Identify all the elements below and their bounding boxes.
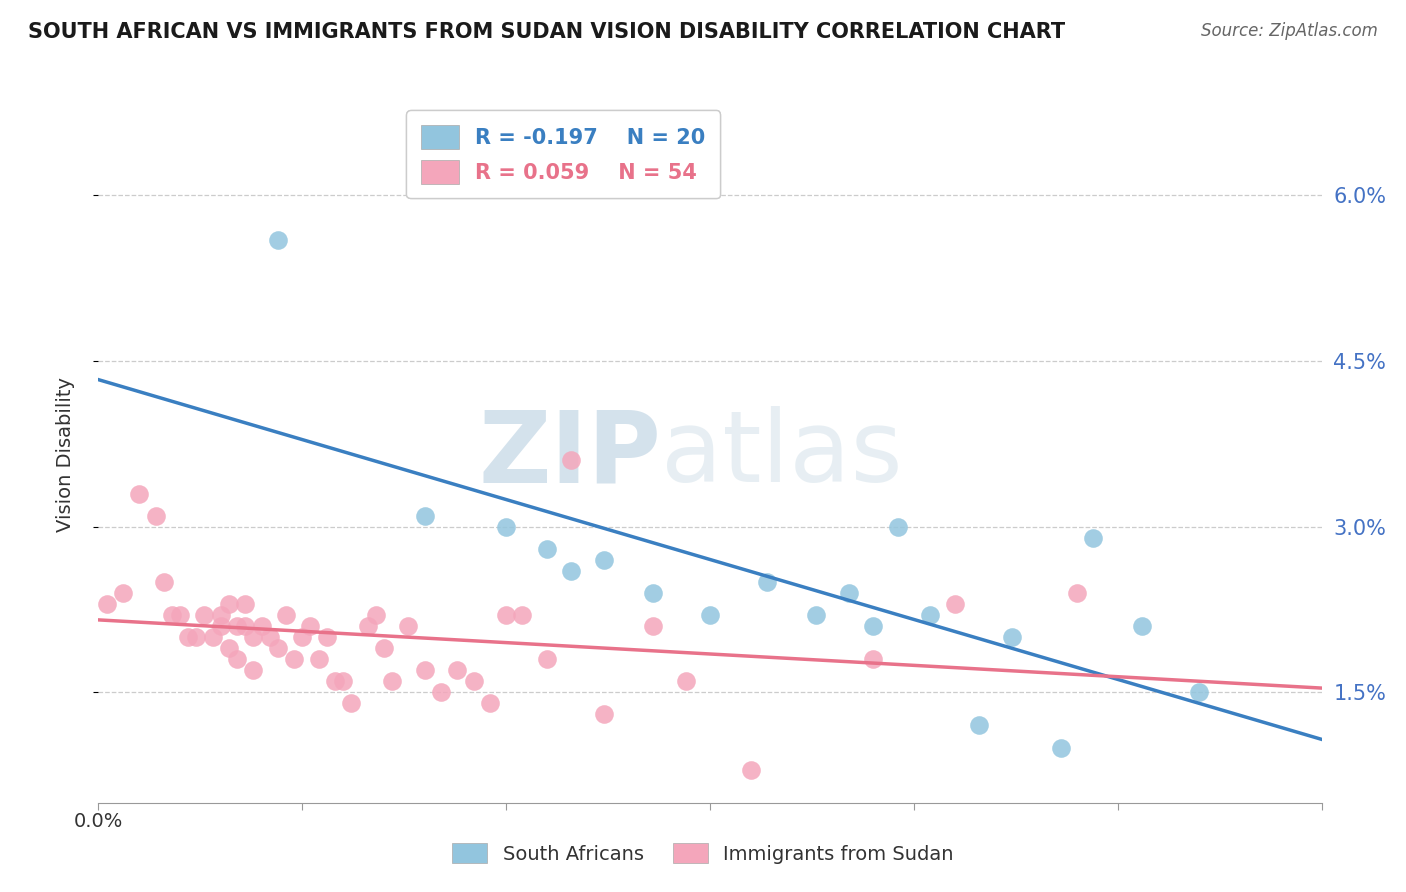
- Point: [495, 519, 517, 533]
- Point: [299, 619, 322, 633]
- Point: [1001, 630, 1024, 644]
- Point: [226, 652, 249, 666]
- Point: [699, 608, 721, 623]
- Point: [430, 685, 453, 699]
- Point: [396, 619, 419, 633]
- Point: [560, 453, 582, 467]
- Point: [593, 707, 616, 722]
- Point: [862, 619, 884, 633]
- Point: [193, 608, 215, 623]
- Point: [283, 652, 305, 666]
- Point: [641, 586, 664, 600]
- Point: [1049, 740, 1071, 755]
- Point: [340, 697, 363, 711]
- Point: [267, 233, 290, 247]
- Text: Source: ZipAtlas.com: Source: ZipAtlas.com: [1201, 22, 1378, 40]
- Point: [218, 597, 240, 611]
- Point: [218, 641, 240, 656]
- Point: [96, 597, 118, 611]
- Text: ZIP: ZIP: [478, 407, 661, 503]
- Point: [446, 663, 468, 677]
- Point: [242, 630, 264, 644]
- Point: [536, 541, 558, 556]
- Point: [943, 597, 966, 611]
- Point: [111, 586, 134, 600]
- Point: [364, 608, 387, 623]
- Point: [495, 608, 517, 623]
- Point: [259, 630, 281, 644]
- Text: 0.0%: 0.0%: [73, 812, 124, 830]
- Point: [250, 619, 273, 633]
- Point: [804, 608, 827, 623]
- Point: [1083, 531, 1105, 545]
- Point: [512, 608, 534, 623]
- Point: [560, 564, 582, 578]
- Legend: South Africans, Immigrants from Sudan: South Africans, Immigrants from Sudan: [443, 833, 963, 873]
- Point: [226, 619, 249, 633]
- Point: [478, 697, 501, 711]
- Point: [373, 641, 395, 656]
- Point: [274, 608, 297, 623]
- Point: [209, 619, 232, 633]
- Point: [838, 586, 860, 600]
- Point: [641, 619, 664, 633]
- Point: [920, 608, 942, 623]
- Point: [242, 663, 264, 677]
- Point: [152, 574, 174, 589]
- Point: [160, 608, 183, 623]
- Point: [169, 608, 191, 623]
- Point: [186, 630, 208, 644]
- Point: [1066, 586, 1088, 600]
- Point: [740, 763, 762, 777]
- Point: [233, 597, 256, 611]
- Point: [593, 553, 616, 567]
- Point: [967, 718, 990, 732]
- Point: [209, 608, 232, 623]
- Point: [1130, 619, 1153, 633]
- Point: [463, 674, 485, 689]
- Y-axis label: Vision Disability: Vision Disability: [56, 377, 75, 533]
- Point: [177, 630, 200, 644]
- Point: [332, 674, 354, 689]
- Legend: R = -0.197    N = 20, R = 0.059    N = 54: R = -0.197 N = 20, R = 0.059 N = 54: [406, 111, 720, 198]
- Point: [308, 652, 330, 666]
- Point: [233, 619, 256, 633]
- Point: [886, 519, 908, 533]
- Point: [862, 652, 884, 666]
- Point: [1188, 685, 1211, 699]
- Point: [201, 630, 224, 644]
- Point: [291, 630, 314, 644]
- Point: [413, 663, 436, 677]
- Point: [315, 630, 337, 644]
- Text: SOUTH AFRICAN VS IMMIGRANTS FROM SUDAN VISION DISABILITY CORRELATION CHART: SOUTH AFRICAN VS IMMIGRANTS FROM SUDAN V…: [28, 22, 1066, 42]
- Point: [756, 574, 779, 589]
- Point: [381, 674, 404, 689]
- Point: [267, 641, 290, 656]
- Point: [413, 508, 436, 523]
- Point: [356, 619, 378, 633]
- Point: [145, 508, 167, 523]
- Point: [128, 486, 150, 500]
- Point: [323, 674, 346, 689]
- Text: atlas: atlas: [661, 407, 903, 503]
- Point: [675, 674, 697, 689]
- Point: [536, 652, 558, 666]
